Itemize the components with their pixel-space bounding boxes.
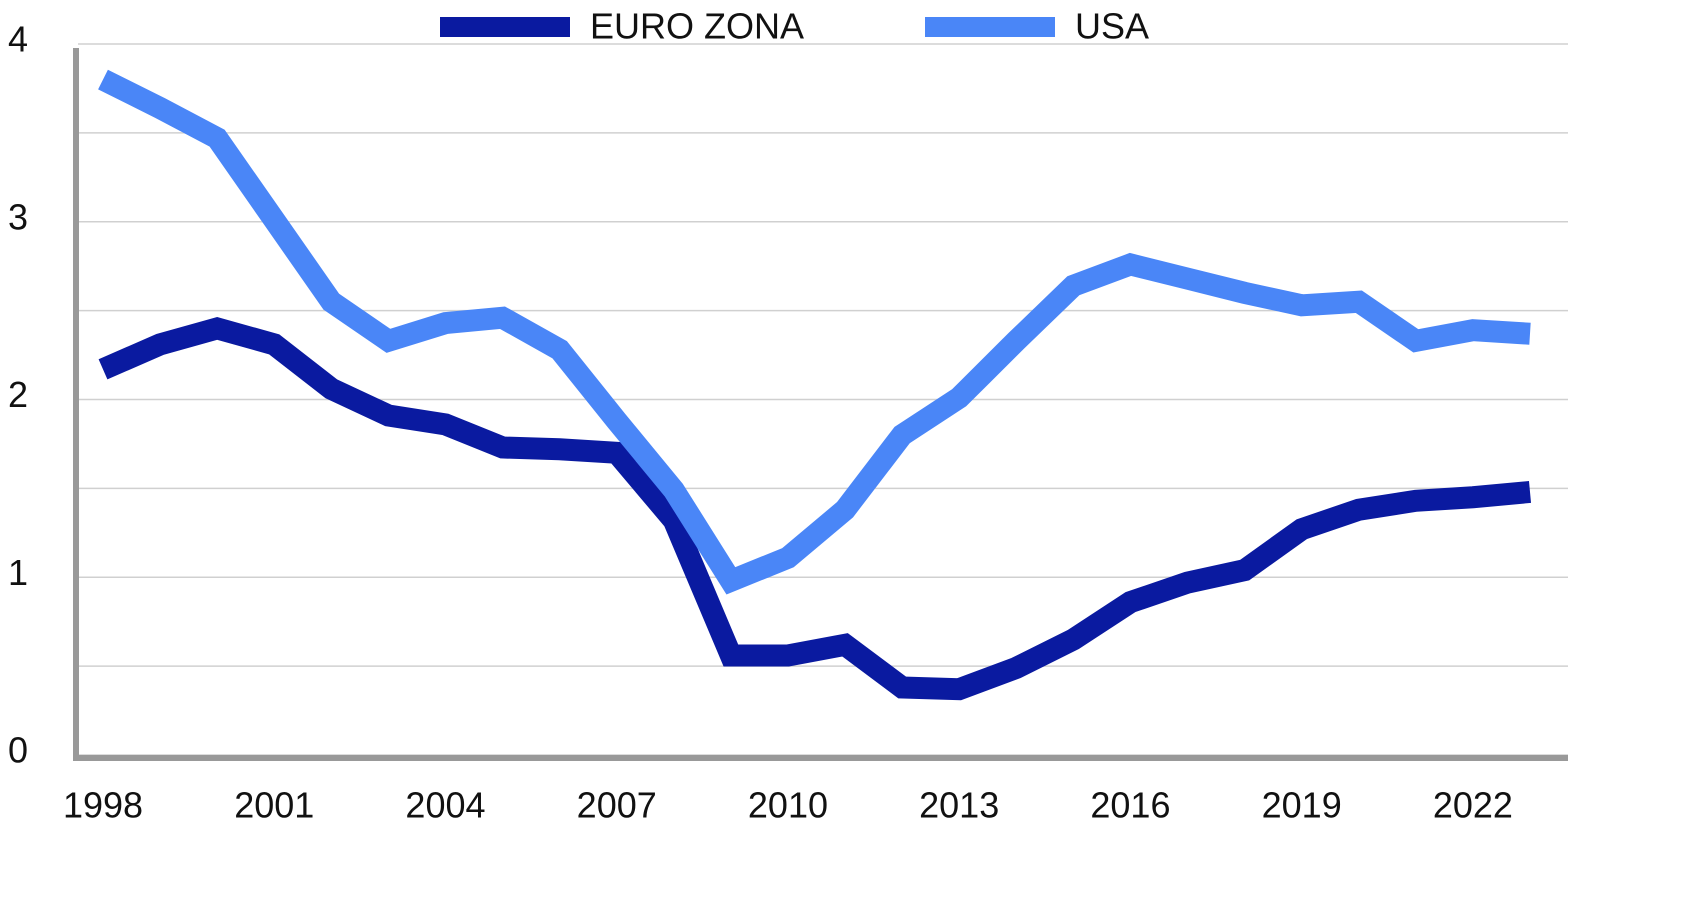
x-tick-label: 2022: [1433, 785, 1513, 826]
y-tick-label: 2: [8, 374, 28, 415]
x-tick-label: 2007: [577, 785, 657, 826]
x-tick-label: 2010: [748, 785, 828, 826]
x-tick-label: 2004: [405, 785, 485, 826]
legend-label: EURO ZONA: [590, 6, 804, 47]
x-tick-label: 2016: [1090, 785, 1170, 826]
legend-label: USA: [1075, 6, 1149, 47]
y-tick-label: 0: [8, 730, 28, 771]
x-tick-label: 2019: [1262, 785, 1342, 826]
x-tick-label: 2013: [919, 785, 999, 826]
x-tick-label: 1998: [63, 785, 143, 826]
y-tick-label: 4: [8, 19, 28, 60]
series-line: [98, 69, 1531, 595]
y-tick-label: 1: [8, 552, 28, 593]
series-line: [98, 316, 1532, 701]
y-tick-label: 3: [8, 196, 28, 237]
x-tick-label: 2001: [234, 785, 314, 826]
